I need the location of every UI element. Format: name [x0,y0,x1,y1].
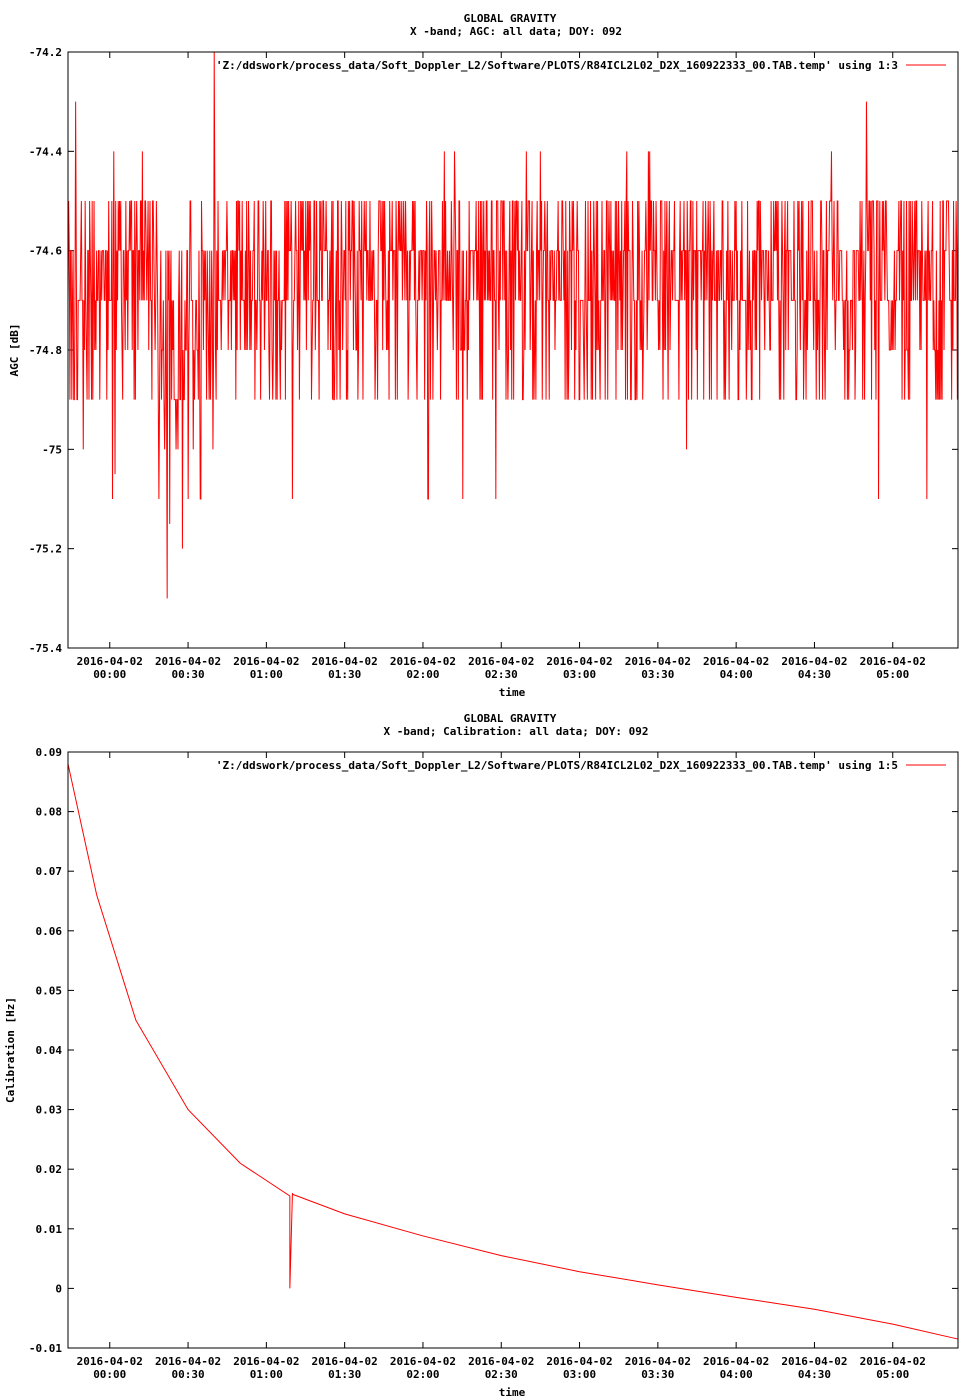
y-tick-label: -75.4 [29,642,62,655]
y-tick-label: 0.07 [36,865,63,878]
x-tick-time: 01:00 [250,1368,283,1381]
chart2-marks: 0.09 0.08 0.07 0.06 0.05 0.04 0.03 0.02 0.01 0 -0.… [29,746,959,1381]
y-tick-label: 0.01 [36,1223,63,1236]
x-tick-time: 00:30 [171,668,204,681]
x-tick-time: 01:30 [328,668,361,681]
x-tick-date: 2016-04-02 [625,655,691,668]
x-tick-time: 01:30 [328,1368,361,1381]
x-tick-date: 2016-04-02 [703,655,769,668]
chart1-subtitle: X -band; AGC: all data; DOY: 092 [410,25,622,38]
chart1-title: GLOBAL GRAVITY [464,12,557,25]
x-tick-time: 04:00 [720,668,753,681]
y-tick-label: -74.2 [29,46,62,59]
x-tick-date: 2016-04-02 [468,655,534,668]
x-tick-time: 03:30 [641,668,674,681]
x-tick-date: 2016-04-02 [546,655,612,668]
x-tick-time: 04:00 [720,1368,753,1381]
x-tick-date: 2016-04-02 [312,1355,378,1368]
x-tick-date: 2016-04-02 [625,1355,691,1368]
x-tick-date: 2016-04-02 [781,655,847,668]
calibration-series-line [67,763,959,1340]
y-tick-label: -0.01 [29,1342,62,1355]
x-tick-date: 2016-04-02 [546,1355,612,1368]
x-tick-date: 2016-04-02 [233,1355,299,1368]
chart1-ylabel: AGC [dB] [8,324,21,377]
x-tick-time: 00:30 [171,1368,204,1381]
x-tick-time: 03:00 [563,1368,596,1381]
x-tick-time: 00:00 [93,1368,126,1381]
chart2-legend-label: 'Z:/ddswork/process_data/Soft_Doppler_L2… [216,759,898,772]
x-tick-date: 2016-04-02 [390,655,456,668]
y-tick-label: 0 [55,1282,62,1295]
chart2-subtitle: X -band; Calibration: all data; DOY: 092 [384,725,649,738]
x-tick-date: 2016-04-02 [860,1355,926,1368]
x-tick-date: 2016-04-02 [860,655,926,668]
x-tick-date: 2016-04-02 [233,655,299,668]
y-tick-label: 0.09 [36,746,63,759]
y-tick-label: -74.4 [29,145,62,158]
y-tick-label: 0.02 [36,1163,63,1176]
calibration-chart: GLOBAL GRAVITY X -band; Calibration: all… [4,712,959,1399]
x-tick-date: 2016-04-02 [781,1355,847,1368]
agc-chart: GLOBAL GRAVITY X -band; AGC: all data; D… [8,12,959,699]
y-tick-label: 0.03 [36,1104,63,1117]
x-tick-date: 2016-04-02 [390,1355,456,1368]
x-tick-time: 03:30 [641,1368,674,1381]
x-tick-date: 2016-04-02 [703,1355,769,1368]
chart2-frame [67,751,959,1349]
x-tick-time: 01:00 [250,668,283,681]
y-tick-label: 0.08 [36,806,63,819]
y-tick-label: 0.06 [36,925,63,938]
x-tick-date: 2016-04-02 [77,655,143,668]
x-tick-time: 05:00 [876,668,909,681]
x-tick-time: 02:30 [485,1368,518,1381]
chart1-marks: -74.2 -74.4 -74.6 -74.8 -75 -75.2 -75.4 2016-04… [29,46,959,681]
x-tick-date: 2016-04-02 [77,1355,143,1368]
y-tick-label: -74.8 [29,344,62,357]
y-tick-label: 0.04 [36,1044,63,1057]
x-tick-time: 02:00 [406,1368,439,1381]
agc-series-line [67,51,959,599]
x-tick-time: 02:30 [485,668,518,681]
x-tick-date: 2016-04-02 [155,1355,221,1368]
x-tick-time: 04:30 [798,668,831,681]
chart2-xlabel: time [499,1386,526,1399]
chart1-frame [67,51,959,649]
x-tick-date: 2016-04-02 [468,1355,534,1368]
x-tick-time: 00:00 [93,668,126,681]
chart2-title: GLOBAL GRAVITY [464,712,557,725]
y-tick-label: -74.6 [29,245,62,258]
x-tick-date: 2016-04-02 [155,655,221,668]
y-tick-label: -75.2 [29,543,62,556]
chart1-legend-label: 'Z:/ddswork/process_data/Soft_Doppler_L2… [216,59,898,72]
x-tick-time: 02:00 [406,668,439,681]
x-tick-time: 05:00 [876,1368,909,1381]
chart1-xlabel: time [499,686,526,699]
chart2-ylabel: Calibration [Hz] [4,997,17,1103]
x-tick-date: 2016-04-02 [312,655,378,668]
x-tick-time: 04:30 [798,1368,831,1381]
x-tick-time: 03:00 [563,668,596,681]
y-tick-label: 0.05 [36,984,63,997]
y-tick-label: -75 [42,443,62,456]
